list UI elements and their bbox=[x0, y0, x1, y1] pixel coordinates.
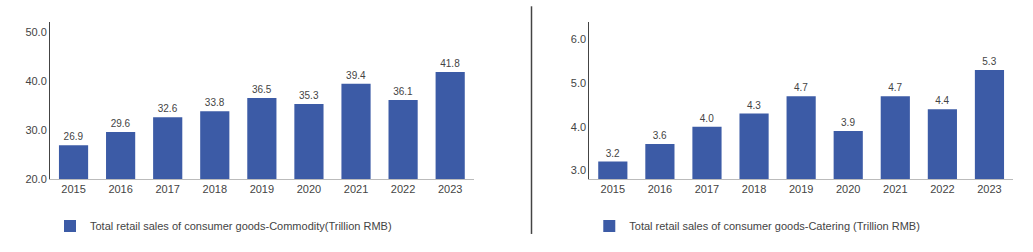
svg-text:30.0: 30.0 bbox=[25, 124, 46, 136]
svg-text:33.8: 33.8 bbox=[205, 97, 225, 108]
svg-text:2023: 2023 bbox=[438, 183, 462, 195]
svg-text:2015: 2015 bbox=[61, 183, 85, 195]
svg-text:39.4: 39.4 bbox=[346, 70, 366, 81]
svg-text:4.3: 4.3 bbox=[747, 100, 761, 111]
svg-text:5.3: 5.3 bbox=[982, 56, 996, 67]
svg-text:4.7: 4.7 bbox=[794, 82, 808, 93]
svg-text:Total retail sales of consumer: Total retail sales of consumer goods-Com… bbox=[90, 220, 392, 232]
svg-text:4.0: 4.0 bbox=[700, 113, 714, 124]
svg-text:2016: 2016 bbox=[648, 183, 672, 195]
svg-text:2020: 2020 bbox=[836, 183, 860, 195]
svg-text:2023: 2023 bbox=[977, 183, 1001, 195]
svg-text:29.6: 29.6 bbox=[111, 118, 131, 129]
svg-text:3.2: 3.2 bbox=[606, 148, 620, 159]
svg-text:2018: 2018 bbox=[742, 183, 766, 195]
svg-text:20.0: 20.0 bbox=[25, 173, 46, 185]
svg-text:2020: 2020 bbox=[297, 183, 321, 195]
svg-text:41.8: 41.8 bbox=[440, 58, 460, 69]
svg-text:36.5: 36.5 bbox=[252, 84, 272, 95]
svg-text:32.6: 32.6 bbox=[158, 103, 178, 114]
svg-text:Total retail sales of consumer: Total retail sales of consumer goods-Cat… bbox=[629, 220, 920, 232]
svg-text:2017: 2017 bbox=[695, 183, 719, 195]
svg-text:4.7: 4.7 bbox=[888, 82, 902, 93]
svg-text:5.0: 5.0 bbox=[571, 77, 586, 89]
svg-text:2016: 2016 bbox=[108, 183, 132, 195]
svg-text:2015: 2015 bbox=[601, 183, 625, 195]
svg-text:2019: 2019 bbox=[250, 183, 274, 195]
svg-text:2018: 2018 bbox=[203, 183, 227, 195]
svg-text:2021: 2021 bbox=[883, 183, 907, 195]
svg-text:3.0: 3.0 bbox=[571, 164, 586, 176]
svg-text:50.0: 50.0 bbox=[25, 26, 46, 38]
svg-text:26.9: 26.9 bbox=[64, 131, 84, 142]
svg-text:4.4: 4.4 bbox=[935, 95, 949, 106]
svg-text:4.0: 4.0 bbox=[571, 121, 586, 133]
svg-text:2022: 2022 bbox=[930, 183, 954, 195]
svg-text:36.1: 36.1 bbox=[393, 86, 413, 97]
svg-text:2022: 2022 bbox=[391, 183, 415, 195]
svg-text:3.6: 3.6 bbox=[653, 130, 667, 141]
svg-text:35.3: 35.3 bbox=[299, 90, 319, 101]
svg-text:6.0: 6.0 bbox=[571, 33, 586, 45]
svg-text:3.9: 3.9 bbox=[841, 117, 855, 128]
svg-text:2019: 2019 bbox=[789, 183, 813, 195]
svg-text:2017: 2017 bbox=[155, 183, 179, 195]
svg-text:40.0: 40.0 bbox=[25, 75, 46, 87]
svg-text:2021: 2021 bbox=[344, 183, 368, 195]
